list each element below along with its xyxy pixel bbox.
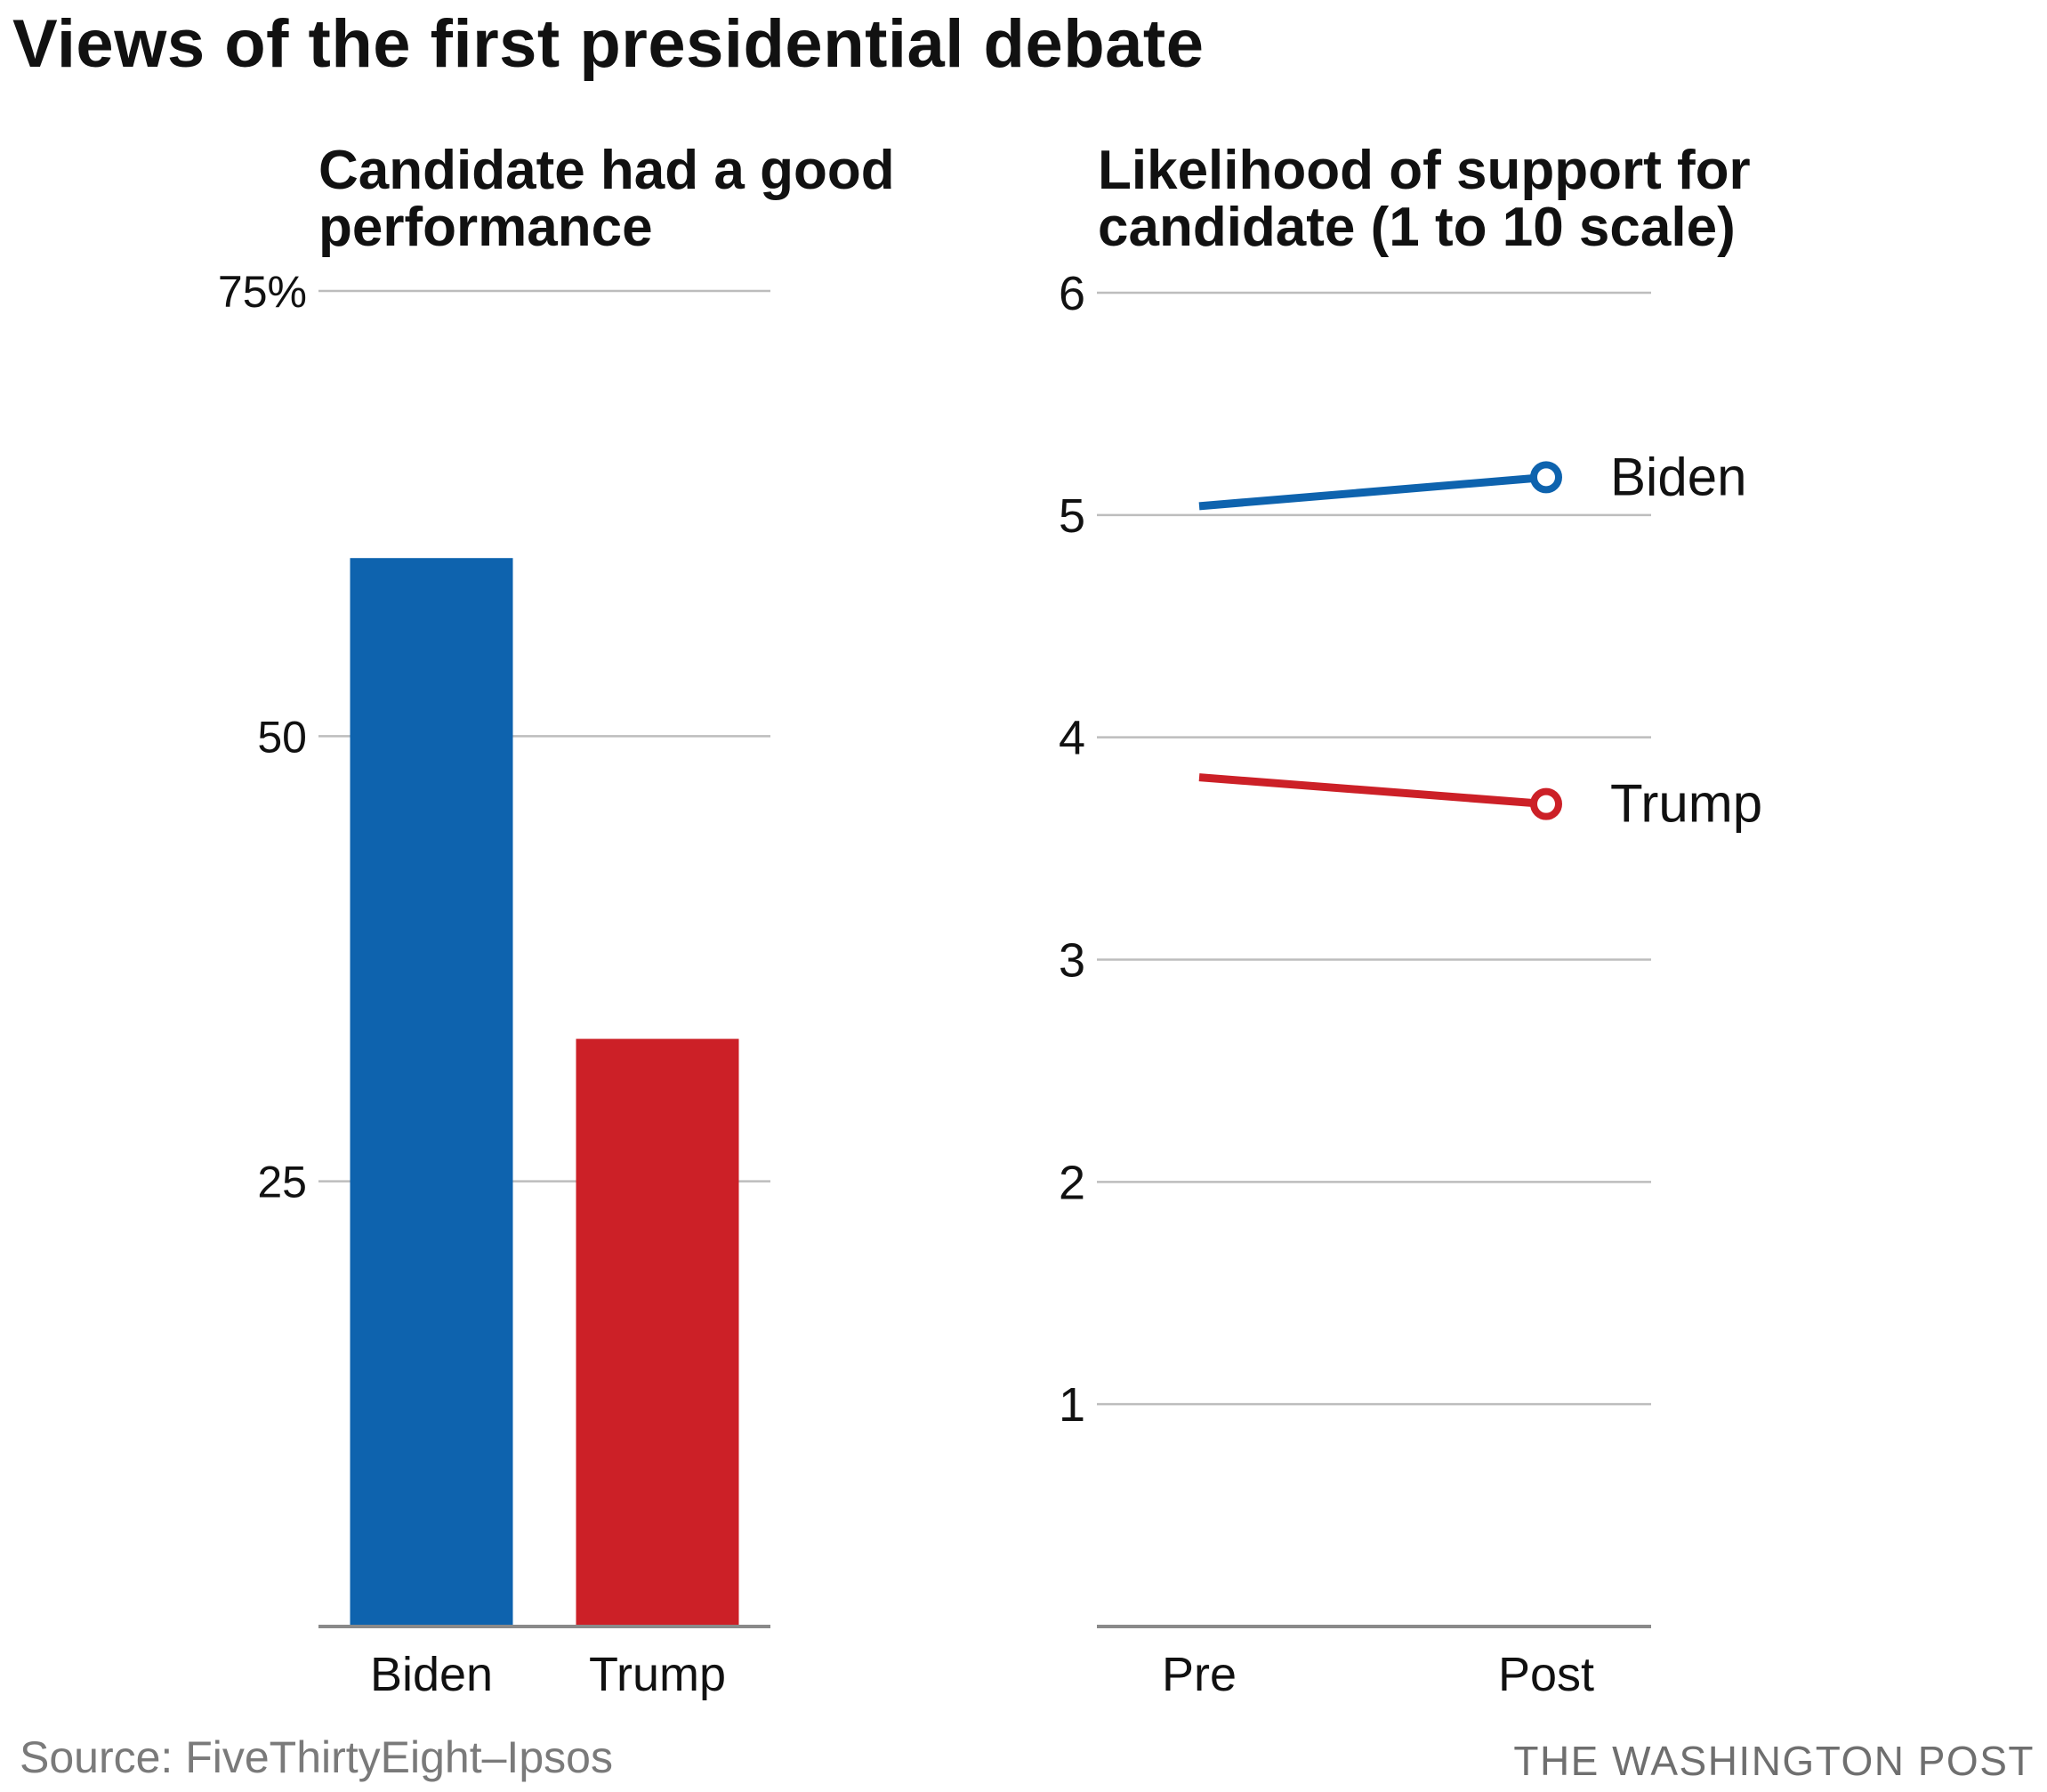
page-title: Views of the first presidential debate xyxy=(12,6,1205,82)
series-end-point-biden xyxy=(1530,461,1562,494)
line-x-tick-label: Post xyxy=(1498,1648,1594,1701)
line-y-tick-label: 2 xyxy=(1059,1156,1085,1209)
series-line-biden xyxy=(1198,472,1547,511)
series-line-trump xyxy=(1198,773,1547,809)
bar-trump xyxy=(576,1038,739,1627)
series-label-biden: Biden xyxy=(1610,447,1746,506)
bar-x-tick-label: Biden xyxy=(370,1648,493,1701)
bar-biden xyxy=(350,558,513,1627)
line-y-tick-label: 1 xyxy=(1059,1378,1085,1432)
series-label-trump: Trump xyxy=(1610,774,1762,834)
source-note: Source: FiveThirtyEight–Ipsos xyxy=(20,1732,613,1782)
line-x-tick-label: Pre xyxy=(1162,1648,1237,1701)
bar-x-tick-label: Trump xyxy=(589,1648,726,1701)
line-chart: 1 2 3 4 5 6 Pre Post Biden Trump xyxy=(1059,267,1762,1701)
bar-y-tick-label: 75% xyxy=(218,267,307,317)
publisher-credit: THE WASHINGTON POST xyxy=(1513,1738,2035,1784)
bar-y-tick-label: 25 xyxy=(257,1158,307,1207)
bar-y-tick-label: 50 xyxy=(257,712,307,762)
line-y-tick-label: 4 xyxy=(1059,712,1085,765)
line-chart-title: Likelihood of support for candidate (1 t… xyxy=(1098,140,1751,258)
line-y-tick-label: 3 xyxy=(1059,934,1085,988)
bar-chart-title: Candidate had a good performance xyxy=(318,140,895,258)
bar-chart: 25 50 75% Biden Trump xyxy=(218,267,770,1701)
series-end-point-trump xyxy=(1530,787,1562,820)
line-y-tick-label: 5 xyxy=(1059,489,1085,543)
line-y-tick-label: 6 xyxy=(1059,267,1085,320)
